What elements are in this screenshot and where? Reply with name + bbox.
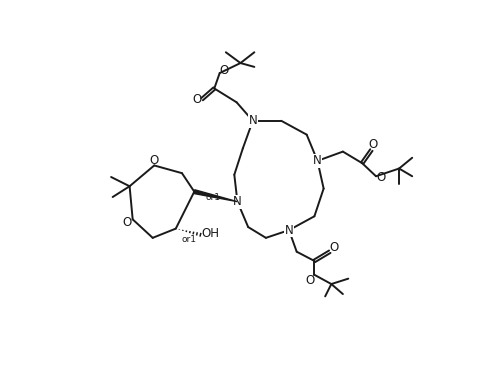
Text: O: O (149, 154, 159, 166)
Text: O: O (121, 216, 131, 229)
Text: O: O (218, 64, 227, 77)
Text: O: O (329, 241, 338, 254)
Text: O: O (304, 274, 314, 287)
Text: N: N (232, 195, 241, 208)
Polygon shape (194, 190, 237, 201)
Text: O: O (376, 171, 385, 184)
Text: O: O (192, 93, 201, 106)
Text: OH: OH (201, 227, 219, 241)
Text: N: N (313, 154, 321, 167)
Text: N: N (284, 224, 293, 237)
Text: O: O (367, 138, 377, 151)
Text: N: N (248, 114, 257, 127)
Text: or1: or1 (182, 235, 197, 244)
Text: or1: or1 (205, 193, 220, 202)
